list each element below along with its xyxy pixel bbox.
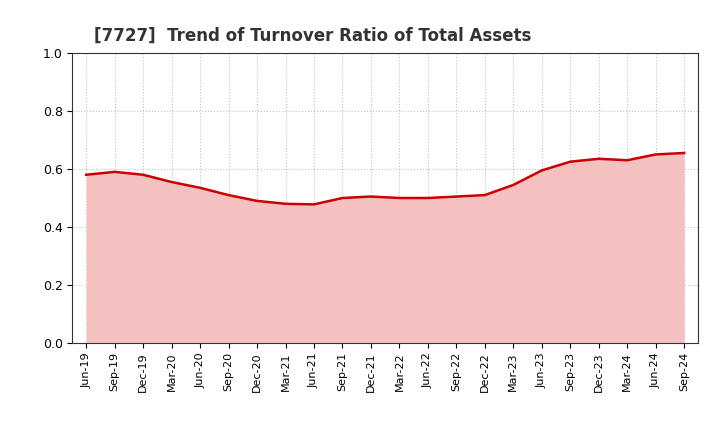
Text: [7727]  Trend of Turnover Ratio of Total Assets: [7727] Trend of Turnover Ratio of Total … bbox=[94, 26, 531, 44]
